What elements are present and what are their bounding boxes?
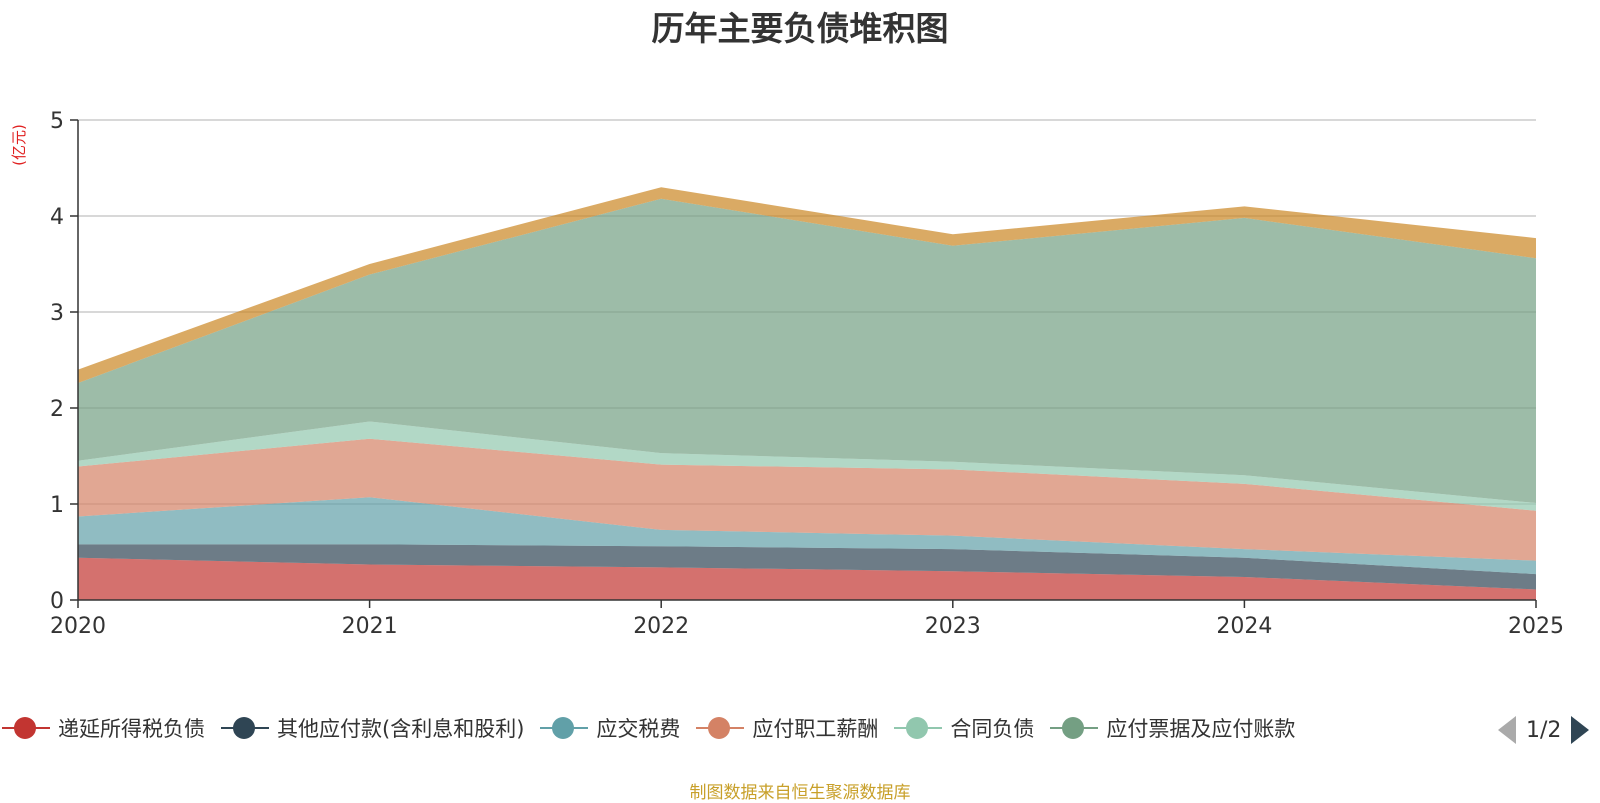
legend-label: 其他应付款(含利息和股利) <box>277 717 525 741</box>
legend-next-page-icon[interactable] <box>1571 716 1590 744</box>
area-series[interactable] <box>78 544 1536 590</box>
y-tick-label: 4 <box>50 205 64 230</box>
legend: 递延所得税负债 其他应付款(含利息和股利) 应交税费 应付职工薪酬 合同负债 应付票据及应… <box>0 708 1500 748</box>
chart-plot: 0 1 2 3 4 5 2020 2021 2022 2023 2024 2025 (亿元) <box>10 109 1564 639</box>
legend-swatch-icon <box>1048 715 1100 741</box>
legend-item[interactable]: 应交税费 <box>538 713 680 743</box>
x-tick-label: 2023 <box>925 614 981 639</box>
legend-item[interactable]: 合同负债 <box>892 713 1034 743</box>
legend-item[interactable]: 应付职工薪酬 <box>694 713 878 743</box>
y-tick-label: 5 <box>50 109 64 134</box>
y-tick-label: 2 <box>50 397 64 422</box>
area-series[interactable] <box>78 198 1536 504</box>
area-series[interactable] <box>78 497 1536 575</box>
legend-label: 合同负债 <box>950 717 1035 741</box>
chart-title: 历年主要负债堆积图 <box>651 9 949 48</box>
y-tick-label: 3 <box>50 301 64 326</box>
legend-label: 应交税费 <box>596 717 681 741</box>
legend-swatch-icon <box>892 715 944 741</box>
area-series[interactable] <box>78 421 1536 511</box>
legend-prev-page-icon[interactable] <box>1498 716 1516 744</box>
legend-item[interactable]: 递延所得税负债 <box>0 713 205 743</box>
legend-label: 应付票据及应付账款 <box>1106 717 1296 741</box>
y-tick-label: 0 <box>50 589 64 614</box>
source-note: 制图数据来自恒生聚源数据库 <box>689 783 911 803</box>
x-tick-label: 2020 <box>50 614 106 639</box>
y-axis-unit: (亿元) <box>10 124 28 166</box>
legend-item[interactable]: 其他应付款(含利息和股利) <box>219 713 524 743</box>
legend-swatch-icon <box>694 715 746 741</box>
legend-pager: 1/2 <box>1498 716 1590 744</box>
x-tick-label: 2021 <box>342 614 398 639</box>
x-tick-label: 2022 <box>633 614 689 639</box>
legend-page-indicator: 1/2 <box>1526 717 1562 743</box>
legend-label: 递延所得税负债 <box>58 717 205 741</box>
legend-label: 应付职工薪酬 <box>752 717 879 741</box>
area-series[interactable] <box>78 557 1536 600</box>
legend-item[interactable]: 应付票据及应付账款 <box>1048 713 1295 743</box>
area-series[interactable] <box>78 438 1536 561</box>
y-tick-label: 1 <box>50 493 64 518</box>
x-tick-label: 2024 <box>1216 614 1272 639</box>
legend-swatch-icon <box>0 715 52 741</box>
x-tick-label: 2025 <box>1508 614 1564 639</box>
legend-swatch-icon <box>219 715 271 741</box>
legend-swatch-icon <box>538 715 590 741</box>
